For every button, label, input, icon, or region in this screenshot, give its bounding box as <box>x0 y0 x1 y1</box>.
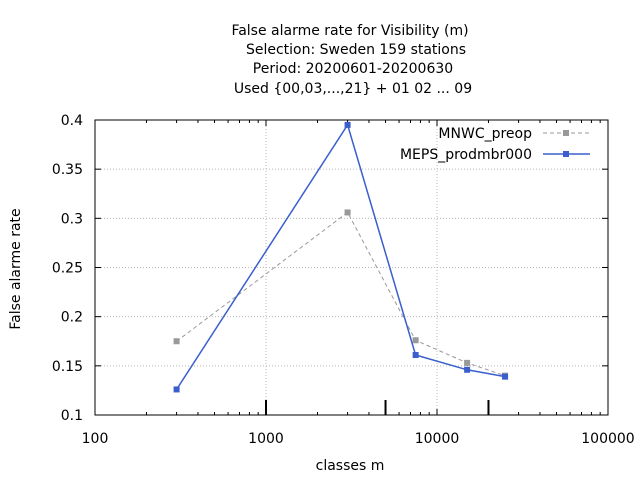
chart-title: False alarme rate for Visibility (m) Sel… <box>231 23 472 97</box>
grid <box>95 120 608 415</box>
series-line-MNWC_preop <box>176 211 506 377</box>
y-tick-label: 0.1 <box>61 408 83 424</box>
data-point-MEPS_prodmbr000 <box>502 373 509 380</box>
plot-area-frame <box>94 119 609 416</box>
y-tick-label: 0.25 <box>52 261 83 277</box>
legend-swatch-marker <box>563 151 569 157</box>
title-line-3: Period: 20200601-20200630 <box>253 61 453 77</box>
x-tick-label: 100000 <box>581 431 634 447</box>
class-markers <box>265 400 490 415</box>
series-line-MEPS_prodmbr000 <box>175 123 506 390</box>
y-axis-ticks: 0.1 0.15 0.2 0.25 0.3 0.35 0.4 <box>52 113 608 424</box>
title-line-2: Selection: Sweden 159 stations <box>246 42 466 58</box>
legend-label: MEPS_prodmbr000 <box>400 147 532 163</box>
data-point-MEPS_prodmbr000 <box>464 366 471 373</box>
series-layer <box>173 121 509 393</box>
y-tick-label: 0.2 <box>61 310 83 326</box>
data-point-MEPS_prodmbr000 <box>412 352 419 359</box>
y-tick-label: 0.4 <box>61 113 83 129</box>
x-tick-label: 10000 <box>415 431 460 447</box>
data-point-MEPS_prodmbr000 <box>344 121 351 128</box>
y-tick-label: 0.35 <box>52 162 83 178</box>
legend-swatch-marker <box>563 130 569 136</box>
y-tick-label: 0.15 <box>52 359 83 375</box>
y-axis-label: False alarme rate <box>8 208 24 329</box>
data-point-MNWC_preop <box>412 337 419 344</box>
data-point-MEPS_prodmbr000 <box>173 386 180 393</box>
x-tick-label: 100 <box>82 431 109 447</box>
data-point-MNWC_preop <box>344 209 351 216</box>
legend-label: MNWC_preop <box>438 126 532 142</box>
title-line-4: Used {00,03,...,21} + 01 02 ... 09 <box>234 81 472 97</box>
data-point-MNWC_preop <box>464 359 471 366</box>
x-axis-label: classes m <box>316 458 385 474</box>
x-axis-ticks: 100 1000 10000 100000 <box>82 120 635 447</box>
data-point-MNWC_preop <box>173 338 180 345</box>
y-tick-label: 0.3 <box>61 211 83 227</box>
x-tick-label: 1000 <box>248 431 284 447</box>
title-line-1: False alarme rate for Visibility (m) <box>231 23 468 39</box>
legend: MNWC_preop MEPS_prodmbr000 <box>400 126 590 163</box>
